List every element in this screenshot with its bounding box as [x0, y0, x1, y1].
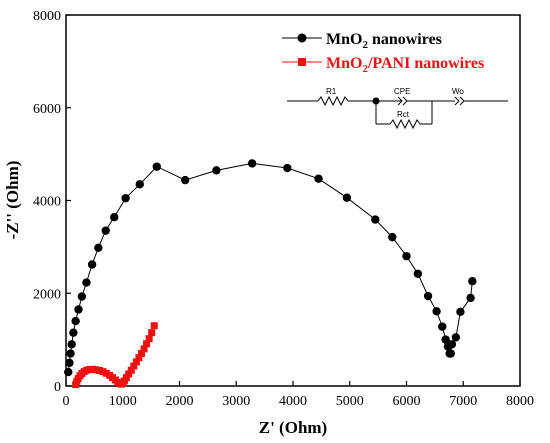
data-point-mno2	[180, 175, 190, 185]
data-point-mno2	[110, 212, 119, 222]
data-point-mno2-pani	[145, 335, 153, 343]
data-point-mno2-pani	[140, 345, 148, 353]
y-tick-label: 0	[54, 380, 61, 395]
cpe-symbol-right	[402, 96, 408, 106]
data-point-mno2	[152, 162, 161, 171]
data-point-mno2	[66, 349, 75, 358]
data-point-mno2	[423, 291, 433, 301]
x-tick-label: 0	[63, 394, 70, 409]
data-point-mno2	[371, 215, 380, 224]
x-tick-label: 8000	[506, 394, 534, 409]
data-point-mno2	[441, 335, 450, 344]
data-point-mno2	[77, 292, 87, 301]
data-point-mno2	[65, 358, 74, 368]
y-tick-label: 4000	[33, 195, 61, 210]
x-tick-label: 2000	[166, 394, 194, 409]
x-axis-title: Z' (Ohm)	[259, 418, 327, 437]
warburg-symbol	[454, 96, 460, 106]
data-point-mno2-pani	[130, 362, 138, 370]
data-point-mno2	[82, 278, 91, 287]
resistor-rct-symbol	[389, 118, 421, 130]
data-point-mno2	[402, 251, 411, 261]
data-point-mno2	[438, 322, 447, 331]
y-tick-label: 8000	[33, 9, 61, 24]
data-point-mno2-pani	[125, 370, 133, 378]
data-point-mno2	[71, 316, 80, 326]
x-tick-label: 1000	[109, 394, 137, 409]
y-tick-label: 6000	[33, 102, 61, 117]
data-point-mno2	[94, 243, 103, 253]
x-tick-label: 5000	[336, 394, 364, 409]
x-tick-label: 7000	[449, 394, 477, 409]
legend-marker-mno2-pani	[298, 58, 306, 66]
data-point-mno2	[212, 166, 221, 175]
legend-marker-mno2	[297, 33, 307, 43]
data-point-mno2-pani	[150, 322, 158, 330]
data-point-mno2	[451, 333, 461, 342]
axis-ticks: 0 1000 2000 3000 4000 5000 6000 7000 8000 0 2000 40…	[33, 9, 534, 409]
data-point-mno2	[135, 180, 144, 189]
x-tick-label: 4000	[279, 394, 307, 409]
warburg-symbol-2	[459, 96, 465, 106]
data-point-mno2	[74, 305, 83, 314]
circuit-label-wo: Wo	[452, 87, 464, 96]
circuit-label-rct: Rct	[397, 110, 410, 119]
data-point-mno2-pani	[148, 329, 156, 337]
data-point-mno2	[342, 193, 352, 202]
data-point-mno2	[468, 276, 477, 286]
circuit-label-cpe: CPE	[394, 87, 410, 96]
y-axis-title: -Z'' (Ohm)	[3, 161, 22, 240]
data-point-mno2-pani	[135, 354, 143, 362]
data-point-mno2	[413, 269, 423, 278]
data-point-mno2	[87, 260, 97, 269]
series-points	[64, 159, 477, 389]
data-point-mno2	[69, 328, 78, 337]
data-point-mno2-pani	[127, 366, 135, 374]
resistor-r1-symbol	[317, 95, 349, 107]
data-point-mno2	[247, 159, 257, 168]
data-point-mno2-pani	[143, 340, 151, 348]
data-point-mno2	[283, 163, 292, 173]
data-point-mno2-pani	[137, 350, 145, 358]
y-tick-label: 2000	[33, 287, 61, 302]
data-point-mno2	[64, 367, 73, 377]
data-point-mno2	[314, 174, 323, 183]
data-point-mno2	[446, 349, 455, 358]
data-point-mno2	[388, 232, 397, 242]
cpe-symbol-left	[397, 96, 403, 106]
data-point-mno2	[432, 307, 441, 316]
legend-label-mno2-pani: MnO2/PANI nanowires	[326, 55, 484, 75]
data-point-mno2	[101, 226, 110, 235]
data-point-mno2	[67, 340, 76, 349]
data-point-mno2	[466, 293, 475, 303]
legend-label-mno2: MnO2 nanowires	[326, 31, 442, 51]
data-point-mno2	[121, 193, 130, 203]
data-point-mno2-pani	[132, 358, 140, 366]
equivalent-circuit-inset: R1 CPE Wo Rct	[287, 87, 508, 130]
data-point-mno2	[456, 307, 465, 316]
legend: MnO2 nanowires MnO2/PANI nanowires	[282, 31, 484, 75]
x-tick-label: 6000	[393, 394, 421, 409]
series-line-0	[67, 162, 473, 373]
data-point-mno2-pani	[122, 374, 130, 382]
x-tick-label: 3000	[222, 394, 250, 409]
data-point-mno2	[447, 340, 457, 349]
circuit-label-r1: R1	[326, 87, 337, 96]
